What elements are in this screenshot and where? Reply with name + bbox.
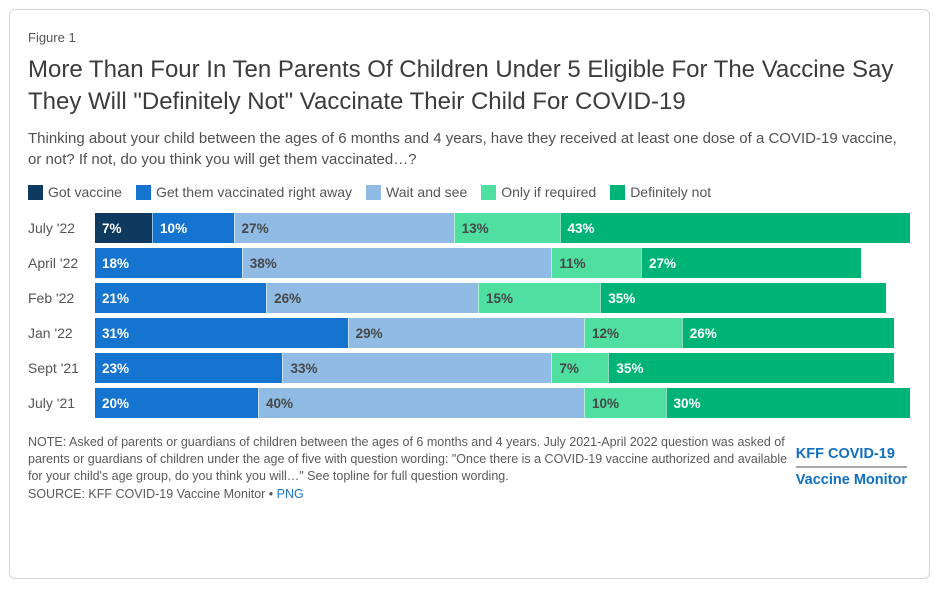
segment-label: 43% [567, 220, 595, 236]
legend-item: Only if required [481, 184, 596, 200]
segment-label: 13% [461, 220, 489, 236]
bar-track: 31% 29% 12% 26% [95, 318, 910, 348]
bar-segment: 35% [608, 353, 894, 383]
bar-segment: 26% [681, 318, 894, 348]
segment-label: 23% [102, 360, 130, 376]
chart-subtitle: Thinking about your child between the ag… [28, 130, 897, 168]
legend-swatch-icon [366, 184, 382, 200]
bar-segment: 12% [583, 318, 682, 348]
legend-swatch-icon [481, 184, 497, 200]
bar-segment: 10% [584, 388, 666, 418]
row-label: Feb '22 [28, 290, 75, 306]
bar-track: 7% 10% 27% 13% 43% [95, 213, 910, 243]
segment-label: 30% [673, 395, 701, 411]
row-label: July '21 [28, 395, 76, 411]
segment-label: 21% [102, 290, 130, 306]
chart-row: Sept '21 23% 33% 7% 35% [28, 353, 911, 383]
chart-row: Feb '22 21% 26% 15% 35% [28, 283, 911, 313]
figure-label: Figure 1 [28, 30, 76, 45]
bar-segment: 15% [478, 283, 601, 313]
segment-label: 18% [102, 255, 130, 271]
bar-track: 18% 38% 11% 27% [95, 248, 910, 278]
segment-label: 20% [102, 395, 130, 411]
bar-segment: 40% [258, 388, 584, 418]
kff-logo: KFF COVID-19 Vaccine Monitor [795, 446, 907, 488]
logo-line2: Vaccine Monitor [795, 472, 907, 488]
bar-segment: 7% [95, 213, 153, 243]
footer: NOTE: Asked of parents or guardians of c… [28, 434, 911, 503]
bar-segment: 29% [347, 318, 584, 348]
segment-label: 27% [649, 255, 677, 271]
bar-track: 23% 33% 7% 35% [95, 353, 910, 383]
row-label: Jan '22 [28, 325, 73, 341]
segment-label: 7% [102, 220, 122, 236]
bar-segment: 27% [641, 248, 862, 278]
segment-label: 26% [689, 325, 717, 341]
segment-label: 29% [355, 325, 383, 341]
bar-segment: 23% [95, 353, 283, 383]
segment-label: 26% [274, 290, 302, 306]
segment-label: 38% [249, 255, 277, 271]
segment-label: 35% [616, 360, 644, 376]
bar-segment: 7% [551, 353, 609, 383]
segment-label: 11% [559, 255, 586, 271]
segment-label: 31% [102, 325, 130, 341]
row-label: Sept '21 [28, 360, 79, 376]
segment-label: 27% [241, 220, 269, 236]
legend-swatch-icon [610, 184, 626, 200]
legend-label: Wait and see [386, 184, 468, 200]
bar-segment: 26% [266, 283, 479, 313]
chart-title: More Than Four In Ten Parents Of Childre… [28, 56, 894, 115]
bar-segment: 21% [95, 283, 267, 313]
chart-row: April '22 18% 38% 11% 27% [28, 248, 911, 278]
chart-row: Jan '22 31% 29% 12% 26% [28, 318, 911, 348]
png-link[interactable]: PNG [276, 487, 304, 501]
segment-label: 15% [486, 290, 514, 306]
legend-swatch-icon [28, 184, 43, 200]
legend-item: Wait and see [366, 184, 467, 200]
legend-swatch-icon [135, 184, 151, 200]
bar-segment: 13% [453, 213, 560, 243]
bar-segment: 31% [95, 318, 348, 348]
row-label: July '22 [28, 220, 76, 236]
bar-segment: 30% [665, 388, 910, 418]
bar-segment: 20% [95, 388, 258, 418]
row-label: April '22 [28, 255, 79, 271]
segment-label: 10% [592, 395, 620, 411]
bar-segment: 35% [600, 283, 886, 313]
logo-line1: KFF COVID-19 [795, 446, 907, 468]
legend-label: Get them vaccinated right away [155, 184, 353, 200]
bar-segment: 10% [152, 213, 234, 243]
chart-row: July '22 7% 10% 27% 13% 43% [28, 213, 911, 243]
bar-segment: 33% [282, 353, 552, 383]
segment-label: 12% [591, 325, 620, 341]
segment-label: 35% [608, 290, 636, 306]
legend-item: Get them vaccinated right away [135, 184, 353, 200]
chart-row: July '21 20% 40% 10% 30% [28, 388, 911, 418]
source-text: SOURCE: KFF COVID-19 Vaccine Monitor • [28, 487, 277, 501]
segment-label: 40% [266, 395, 294, 411]
legend-label: Definitely not [630, 184, 712, 200]
bar-segment: 18% [95, 248, 242, 278]
bar-track: 20% 40% 10% 30% [95, 388, 910, 418]
bar-segment: 43% [559, 213, 910, 243]
legend-label: Got vaccine [48, 184, 122, 200]
note-text: NOTE: Asked of parents or guardians of c… [28, 435, 788, 483]
bar-track: 21% 26% 15% 35% [95, 283, 910, 313]
bar-segment: 11% [551, 248, 642, 278]
legend: Got vaccine Get them vaccinated right awa… [28, 184, 911, 200]
bar-segment: 38% [241, 248, 552, 278]
source-line: SOURCE: KFF COVID-19 Vaccine Monitor • P… [28, 485, 790, 503]
segment-label: 7% [559, 360, 579, 376]
bar-segment: 27% [233, 213, 454, 243]
figure-card: Figure 1 More Than Four In Ten Parents O… [9, 9, 930, 579]
legend-item: Definitely not [610, 184, 711, 200]
chart: July '22 7% 10% 27% 13% 43% April '22 18% 38% 11%… [28, 213, 911, 418]
legend-item: Got vaccine [28, 184, 122, 200]
segment-label: 33% [290, 360, 318, 376]
note-block: NOTE: Asked of parents or guardians of c… [28, 434, 790, 503]
segment-label: 10% [160, 220, 188, 236]
legend-label: Only if required [501, 184, 597, 200]
